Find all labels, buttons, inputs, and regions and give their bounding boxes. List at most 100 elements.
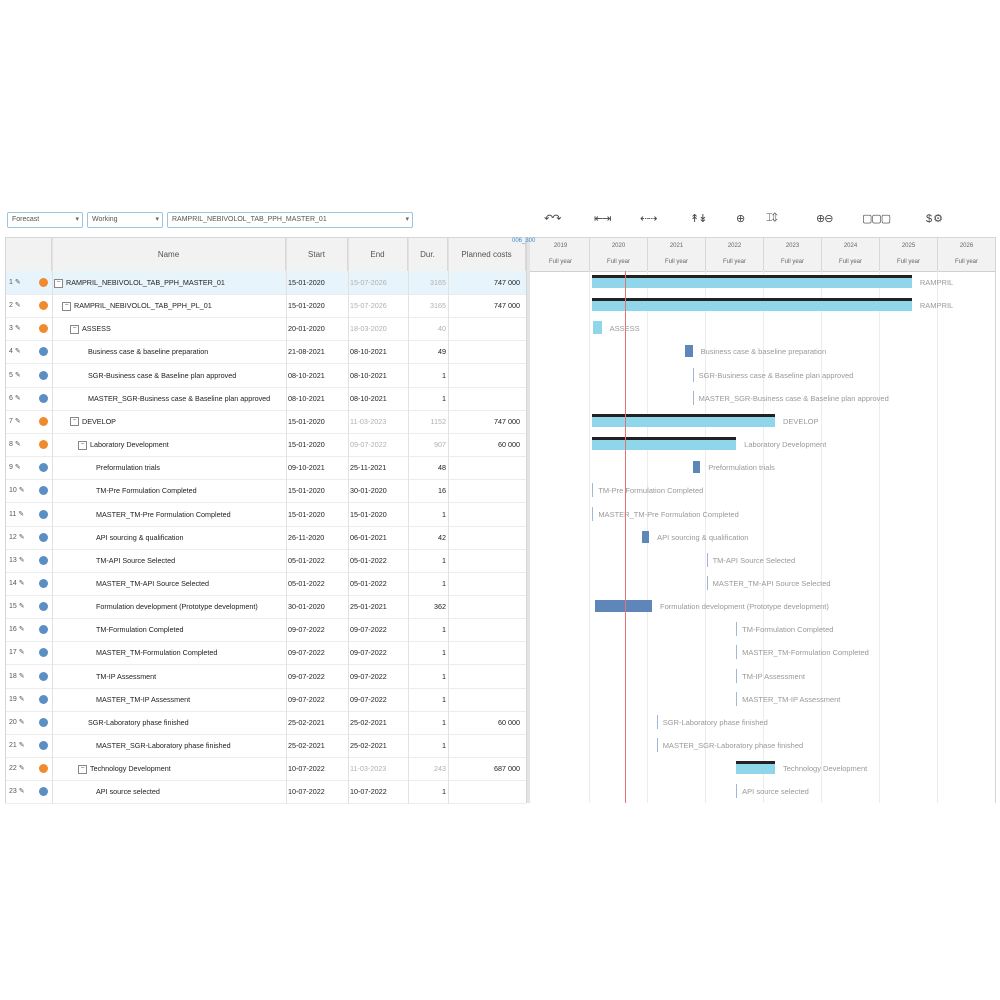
duration[interactable]: 1 [442, 370, 446, 380]
duration[interactable]: 40 [438, 324, 446, 334]
task-name[interactable]: TM-Pre Formulation Completed [86, 479, 286, 502]
table-row[interactable]: 15 ✎ Formulation development (Prototype d… [6, 595, 526, 620]
task-name[interactable]: Business case & baseline preparation [78, 340, 286, 363]
table-row[interactable]: 8 ✎ − Laboratory Development 15-01-2020 09-0… [6, 433, 526, 458]
resize-icon[interactable]: ⌶⇕ [766, 212, 778, 224]
end-date[interactable]: 15-01-2020 [350, 509, 387, 519]
columns-icon[interactable]: ▢▢▢ [862, 213, 891, 225]
planned-cost[interactable]: 747 000 [494, 278, 520, 287]
task-name[interactable]: API sourcing & qualification [86, 526, 286, 549]
collapse-icon[interactable]: − [78, 440, 87, 450]
end-date[interactable]: 09-07-2022 [350, 671, 387, 681]
planned-cost[interactable]: 747 000 [494, 416, 520, 426]
pane-splitter[interactable] [527, 237, 530, 803]
duration[interactable]: 48 [438, 463, 446, 473]
start-date[interactable]: 15-01-2020 [288, 486, 325, 496]
gantt-summary-bar[interactable] [592, 298, 912, 312]
end-date[interactable]: 08-10-2021 [350, 347, 387, 357]
start-date[interactable]: 09-07-2022 [288, 671, 325, 681]
add-task-icon[interactable]: ⊕ [736, 213, 745, 225]
column-header-duration[interactable]: Dur. [408, 238, 448, 271]
start-date[interactable]: 21-08-2021 [288, 347, 325, 357]
scenario-dropdown[interactable]: Forecast ▾ [7, 212, 83, 228]
planned-cost[interactable] [448, 317, 520, 340]
planned-cost[interactable] [448, 503, 520, 526]
gantt-milestone[interactable] [736, 784, 738, 799]
duration[interactable]: 1 [442, 717, 446, 727]
table-row[interactable]: 5 ✎ SGR-Business case & Baseline plan app… [6, 364, 526, 388]
start-date[interactable]: 05-01-2022 [288, 555, 325, 565]
end-date[interactable]: 09-07-2022 [350, 440, 387, 450]
task-name[interactable]: − Technology Development [78, 757, 286, 780]
gantt-milestone[interactable] [736, 691, 738, 706]
start-date[interactable]: 25-02-2021 [288, 741, 325, 750]
start-date[interactable]: 15-01-2020 [288, 278, 325, 287]
gantt-summary-bar[interactable] [592, 321, 602, 335]
task-name[interactable]: MASTER_SGR-Business case & Baseline plan… [78, 387, 286, 410]
end-date[interactable]: 30-01-2020 [350, 486, 387, 496]
start-date[interactable]: 05-01-2022 [288, 578, 325, 588]
gantt-milestone[interactable] [706, 552, 708, 567]
end-date[interactable]: 09-07-2022 [350, 625, 387, 635]
task-name[interactable]: Preformulation trials [86, 456, 286, 479]
start-date[interactable]: 08-10-2021 [288, 370, 325, 380]
collapse-icon[interactable]: − [70, 417, 79, 427]
table-row[interactable]: 6 ✎ MASTER_SGR-Business case & Baseline p… [6, 387, 526, 411]
collapse-icon[interactable]: − [78, 764, 87, 774]
end-date[interactable]: 25-11-2021 [350, 463, 387, 473]
move-vertical-icon[interactable]: ↟↡ [690, 213, 707, 225]
duration[interactable]: 49 [438, 347, 446, 357]
duration[interactable]: 1 [442, 625, 446, 635]
planned-cost[interactable] [448, 618, 520, 641]
duration[interactable]: 1 [442, 741, 446, 750]
planned-cost[interactable] [448, 595, 520, 618]
task-name[interactable]: − DEVELOP [70, 410, 286, 433]
table-row[interactable]: 10 ✎ TM-Pre Formulation Completed 15-01-20… [6, 479, 526, 504]
gantt-task-bar[interactable] [685, 345, 693, 358]
project-dropdown[interactable]: RAMPRIL_NEBIVOLOL_TAB_PPH_MASTER_01 ▾ [167, 212, 413, 228]
column-header-end[interactable]: End [348, 238, 408, 271]
start-date[interactable]: 09-07-2022 [288, 648, 325, 658]
table-row[interactable]: 3 ✎ − ASSESS 20-01-2020 18-03-2020 40 [6, 317, 526, 342]
table-row[interactable]: 4 ✎ Business case & baseline preparation 2… [6, 340, 526, 365]
task-name[interactable]: TM-API Source Selected [86, 549, 286, 572]
table-row[interactable]: 11 ✎ MASTER_TM-Pre Formulation Completed 1… [6, 503, 526, 527]
task-name[interactable]: SGR-Laboratory phase finished [78, 711, 286, 734]
planned-cost[interactable] [448, 549, 520, 572]
duration[interactable]: 3165 [430, 301, 446, 311]
task-name[interactable]: − ASSESS [70, 317, 286, 340]
duration[interactable]: 1 [442, 694, 446, 704]
task-name[interactable]: MASTER_TM-IP Assessment [86, 688, 286, 711]
table-row[interactable]: 21 ✎ MASTER_SGR-Laboratory phase finished… [6, 734, 526, 758]
start-date[interactable]: 25-02-2021 [288, 717, 325, 727]
duration[interactable]: 362 [434, 602, 446, 612]
table-row[interactable]: 13 ✎ TM-API Source Selected 05-01-2022 05-0… [6, 549, 526, 573]
task-name[interactable]: Formulation development (Prototype devel… [86, 595, 286, 618]
table-row[interactable]: 16 ✎ TM-Formulation Completed 09-07-2022 09… [6, 618, 526, 643]
duration[interactable]: 1 [442, 578, 446, 588]
table-row[interactable]: 9 ✎ Preformulation trials 09-10-2021 25-11-… [6, 456, 526, 481]
duration[interactable]: 3165 [430, 278, 446, 287]
planned-cost[interactable]: 747 000 [494, 301, 520, 311]
table-row[interactable]: 17 ✎ MASTER_TM-Formulation Completed 09-07… [6, 641, 526, 666]
start-date[interactable]: 20-01-2020 [288, 324, 325, 334]
table-row[interactable]: 14 ✎ MASTER_TM-API Source Selected 05-01-2… [6, 572, 526, 596]
gantt-summary-bar[interactable] [592, 275, 912, 288]
gantt-milestone[interactable] [706, 575, 708, 590]
table-row[interactable]: 23 ✎ API source selected 10-07-2022 10-07-2… [6, 780, 526, 805]
table-row[interactable]: 20 ✎ SGR-Laboratory phase finished 25-02-2… [6, 711, 526, 735]
start-date[interactable]: 09-07-2022 [288, 625, 325, 635]
duration[interactable]: 243 [434, 764, 446, 774]
end-date[interactable]: 11-03-2023 [350, 416, 387, 426]
duration[interactable]: 1152 [430, 416, 446, 426]
table-row[interactable]: 22 ✎ − Technology Development 10-07-2022 11-… [6, 757, 526, 782]
task-name[interactable]: − RAMPRIL_NEBIVOLOL_TAB_PPH_MASTER_01 [54, 271, 286, 294]
planned-cost[interactable] [448, 364, 520, 387]
planned-cost[interactable] [448, 780, 520, 803]
planned-cost[interactable] [448, 456, 520, 479]
end-date[interactable]: 05-01-2022 [350, 578, 387, 588]
duration[interactable]: 907 [434, 440, 446, 450]
task-name[interactable]: MASTER_SGR-Laboratory phase finished [86, 734, 286, 757]
end-date[interactable]: 10-07-2022 [350, 787, 387, 797]
planned-cost[interactable] [448, 387, 520, 410]
